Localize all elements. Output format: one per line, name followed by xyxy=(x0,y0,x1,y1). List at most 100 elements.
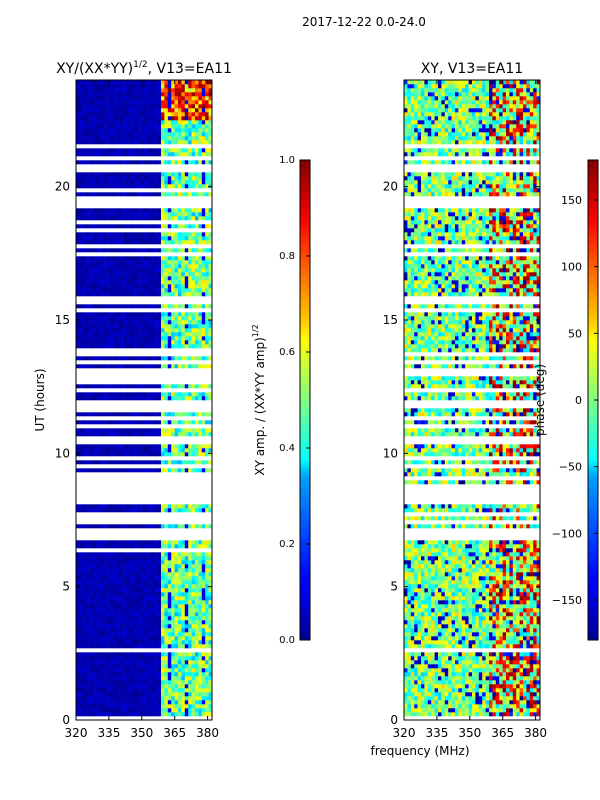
heat-cell xyxy=(89,664,94,669)
heat-cell xyxy=(99,660,104,665)
heat-cell xyxy=(123,312,128,317)
heat-cell xyxy=(82,468,87,473)
heat-cell xyxy=(113,384,118,389)
heat-cell xyxy=(79,132,84,137)
heat-cell xyxy=(93,152,97,157)
heat-cell xyxy=(113,612,118,617)
heat-cell xyxy=(137,392,141,397)
heat-cell xyxy=(201,656,206,661)
heat-cell xyxy=(167,172,172,177)
heat-cell xyxy=(144,460,148,465)
heat-cell xyxy=(205,320,209,325)
heat-cell xyxy=(123,260,128,265)
heat-cell xyxy=(120,148,124,153)
heat-cell xyxy=(130,268,135,273)
heat-cell xyxy=(475,704,480,709)
heat-cell xyxy=(82,672,87,677)
heat-cell xyxy=(184,560,189,565)
heat-cell xyxy=(181,448,186,453)
heat-cell xyxy=(461,684,466,689)
heat-cell xyxy=(113,568,118,573)
heat-cell xyxy=(167,664,172,669)
heat-cell xyxy=(181,632,186,637)
heat-cell xyxy=(110,704,114,709)
heat-cell xyxy=(154,248,158,253)
heat-cell xyxy=(147,152,152,157)
heat-cell xyxy=(157,236,162,241)
heat-cell xyxy=(157,432,162,437)
heat-cell xyxy=(120,324,124,329)
heat-cell xyxy=(506,712,510,717)
heat-cell xyxy=(93,336,97,341)
heat-cell xyxy=(461,712,466,717)
heat-cell xyxy=(451,680,456,685)
heat-cell xyxy=(93,124,97,129)
heat-cell xyxy=(455,688,459,693)
heat-cell xyxy=(178,328,182,333)
heat-cell xyxy=(113,616,118,621)
heat-cell xyxy=(195,340,199,345)
heat-cell xyxy=(161,224,165,229)
heat-cell xyxy=(181,104,186,109)
heat-cell xyxy=(86,332,90,337)
heat-cell xyxy=(103,276,107,281)
heat-cell xyxy=(164,276,169,281)
heat-cell xyxy=(76,444,80,449)
heat-cell xyxy=(96,664,101,669)
heat-cell xyxy=(133,108,138,113)
heat-cell xyxy=(201,216,206,221)
heat-cell xyxy=(86,212,90,217)
heat-cell xyxy=(127,668,131,673)
heat-cell xyxy=(116,588,121,593)
heat-cell xyxy=(167,316,172,321)
heat-cell xyxy=(123,420,128,425)
heat-cell xyxy=(86,468,90,473)
heat-cell xyxy=(157,152,162,157)
heat-cell xyxy=(198,692,203,697)
heat-cell xyxy=(82,160,87,165)
heat-cell xyxy=(93,80,97,85)
heat-cell xyxy=(434,688,439,693)
heat-cell xyxy=(106,696,111,701)
heat-cell xyxy=(198,508,203,513)
heat-cell xyxy=(157,616,162,621)
heat-cell xyxy=(188,624,192,629)
heat-cell xyxy=(133,688,138,693)
heat-cell xyxy=(86,108,90,113)
heat-cell xyxy=(123,248,128,253)
heat-cell xyxy=(113,660,118,665)
heat-cell xyxy=(154,180,158,185)
heat-cell xyxy=(137,328,141,333)
heat-cell xyxy=(110,180,114,185)
heat-cell xyxy=(188,708,192,713)
heat-cell xyxy=(144,148,148,153)
heat-cell xyxy=(99,256,104,261)
heat-cell xyxy=(181,148,186,153)
heat-cell xyxy=(96,112,101,117)
heat-cell xyxy=(164,240,169,245)
heat-cell xyxy=(178,444,182,449)
heat-cell xyxy=(140,540,145,545)
heat-cell xyxy=(147,544,152,549)
heat-cell xyxy=(82,392,87,397)
heat-cell xyxy=(191,420,196,425)
heat-cell xyxy=(164,468,169,473)
heat-cell xyxy=(195,84,199,89)
heat-cell xyxy=(178,692,182,697)
heat-cell xyxy=(208,652,212,657)
heat-cell xyxy=(89,212,94,217)
heat-cell xyxy=(123,280,128,285)
heat-cell xyxy=(506,676,510,681)
heat-cell xyxy=(150,100,155,105)
heat-cell xyxy=(208,140,212,145)
heat-cell xyxy=(116,632,121,637)
heat-cell xyxy=(164,412,169,417)
heat-cell xyxy=(516,700,520,705)
heat-cell xyxy=(161,468,165,473)
heat-cell xyxy=(164,320,169,325)
heat-cell xyxy=(157,224,162,229)
heat-cell xyxy=(96,88,101,93)
heat-cell xyxy=(208,572,212,577)
heat-cell xyxy=(492,688,497,693)
heat-cell xyxy=(448,704,452,709)
